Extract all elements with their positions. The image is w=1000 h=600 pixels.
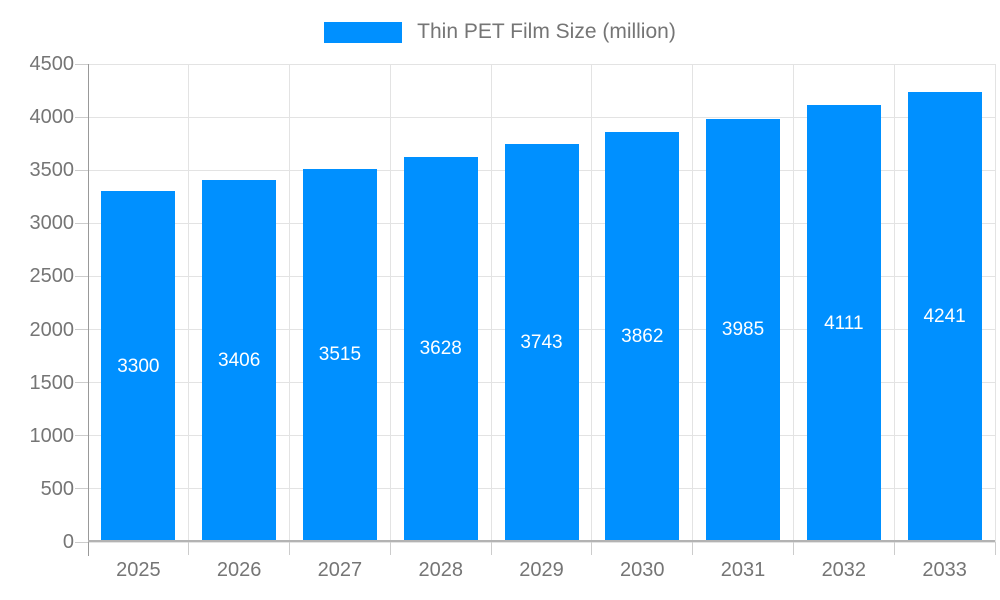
y-axis-tick <box>75 382 88 384</box>
y-tick-label: 500 <box>40 477 74 500</box>
y-tick-label: 0 <box>62 531 74 553</box>
bar[interactable]: 4241 <box>907 91 982 542</box>
y-axis-tick <box>75 488 88 490</box>
x-tick-label: 2026 <box>216 559 262 581</box>
y-axis-line <box>88 64 89 556</box>
y-tick-label: 1500 <box>29 371 75 394</box>
y-tick-label: 4500 <box>29 53 75 75</box>
y-tick-label: 3000 <box>29 212 75 235</box>
bar[interactable]: 3628 <box>403 156 478 542</box>
bar-value-label: 3300 <box>117 355 160 377</box>
bar-value-label: 3515 <box>318 344 362 366</box>
y-axis-tick <box>75 329 88 331</box>
x-tick-label: 2025 <box>116 559 161 581</box>
v-gridline <box>289 64 291 542</box>
bar[interactable]: 3406 <box>202 180 277 542</box>
x-axis-tick <box>792 542 794 555</box>
v-gridline <box>490 64 492 542</box>
x-tick-label: 2032 <box>821 559 867 581</box>
y-axis-tick <box>75 116 88 118</box>
legend-label: Thin PET Film Size (million) <box>417 20 676 43</box>
x-axis-tick <box>490 542 492 555</box>
x-tick-label: 2029 <box>519 559 564 581</box>
y-tick-label: 4000 <box>29 106 75 129</box>
legend[interactable]: Thin PET Film Size (million) <box>0 20 1000 44</box>
bar[interactable]: 3300 <box>101 191 176 542</box>
y-axis-tick <box>75 222 88 224</box>
x-axis-tick <box>994 542 996 555</box>
legend-swatch <box>324 21 403 43</box>
bar-value-label: 3985 <box>721 319 765 341</box>
x-axis-tick <box>389 542 391 555</box>
x-axis-tick <box>289 542 291 555</box>
bar-value-label: 4111 <box>824 312 864 334</box>
bar-value-label: 3628 <box>419 338 462 360</box>
y-tick-label: 3500 <box>29 159 75 182</box>
v-gridline <box>591 64 593 542</box>
h-gridline <box>88 63 995 65</box>
v-gridline <box>389 64 391 542</box>
bar[interactable]: 3862 <box>605 131 680 542</box>
bar[interactable]: 3985 <box>706 118 781 542</box>
bar-value-label: 3862 <box>621 325 664 347</box>
bar-value-label: 3743 <box>520 332 563 354</box>
v-gridline <box>692 64 694 542</box>
y-axis-tick <box>75 275 88 277</box>
x-axis-tick <box>591 542 593 555</box>
plot-area: 0 500 1000 1500 2000 2500 3000 3500 4000 4500 3300… <box>30 53 996 581</box>
y-tick-label: 2000 <box>29 318 75 341</box>
bar[interactable]: 4111 <box>806 105 881 542</box>
bar[interactable]: 3515 <box>302 168 377 542</box>
bar-value-label: 3406 <box>218 350 261 372</box>
x-tick-label: 2028 <box>418 559 463 581</box>
y-axis-tick <box>75 541 88 543</box>
bar[interactable]: 3743 <box>504 144 579 542</box>
v-gridline <box>792 64 794 542</box>
y-axis-tick <box>75 169 88 171</box>
y-tick-label: 2500 <box>29 265 75 288</box>
y-axis-tick <box>75 435 88 437</box>
y-tick-label: 1000 <box>29 424 75 447</box>
x-tick-label: 2031 <box>720 559 766 581</box>
x-tick-label: 2030 <box>620 559 665 581</box>
v-gridline <box>188 64 190 542</box>
h-gridline <box>88 541 995 543</box>
v-gridline <box>994 64 996 542</box>
x-tick-label: 2027 <box>317 559 363 581</box>
x-axis-tick <box>692 542 694 555</box>
x-axis-tick <box>893 542 895 555</box>
x-axis-tick <box>188 542 190 555</box>
bar-value-label: 4241 <box>923 305 966 327</box>
x-tick-label: 2033 <box>922 559 967 581</box>
y-axis-tick <box>75 63 88 65</box>
h-gridline <box>88 116 995 118</box>
x-axis-line <box>88 540 995 542</box>
v-gridline <box>893 64 895 542</box>
